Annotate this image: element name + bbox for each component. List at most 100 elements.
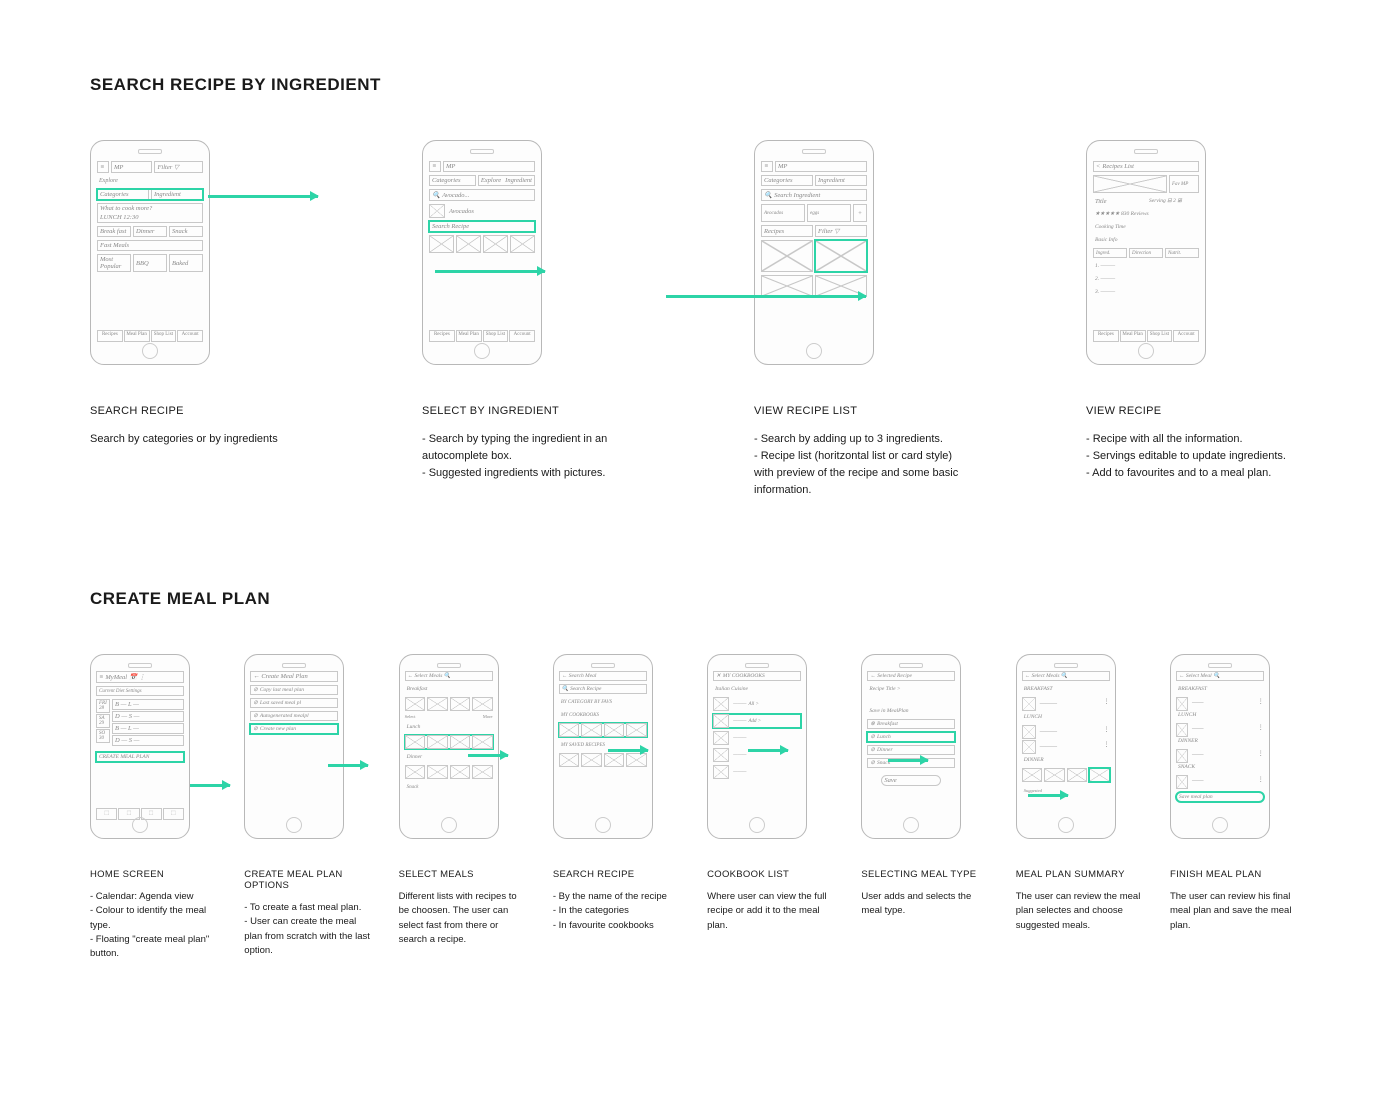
nav-shoplist: Shop List [151, 330, 177, 342]
thumb [1044, 768, 1065, 782]
bottom-nav: Recipes Meal Plan Shop List Account [429, 330, 535, 342]
phone-mockup: ← Select Meals 🔍 BREAKFAST ———⋮ LUNCH ——… [1016, 654, 1116, 839]
filter-label: Filter ▽ [154, 161, 203, 173]
thumb [626, 723, 647, 737]
explore-label: Explore [97, 176, 203, 186]
caption-title: MEAL PLAN SUMMARY [1016, 869, 1146, 880]
thumb [604, 753, 625, 767]
step-create-options: ← Create Meal Plan ⊘ Copy last meal plan… [244, 654, 384, 958]
agenda-row: B — L — [112, 723, 184, 734]
thumb [1176, 723, 1188, 737]
thumb [1022, 740, 1036, 754]
flow-arrow [666, 295, 866, 298]
caption: SEARCH RECIPE - By the name of the recip… [553, 869, 667, 933]
meal-label: SNACK [1176, 762, 1264, 772]
caption-body: - Search by adding up to 3 ingredients.-… [754, 431, 964, 499]
header: ← Create Meal Plan [250, 671, 338, 682]
thumb [450, 735, 471, 749]
nav-mealplan: Meal Plan [456, 330, 482, 342]
thumb [1022, 725, 1036, 739]
snack-chip: Snack [169, 226, 203, 237]
line: —— [1190, 723, 1256, 733]
ingredient-tab: Ingredient [815, 175, 867, 186]
header: ≡ MyMeal 📅 ⋮ [96, 671, 184, 683]
explore-ingredients: ExploreIngredient [478, 175, 535, 186]
section-create-meal-plan: CREATE MEAL PLAN ≡ MyMeal 📅 ⋮ Current Di… [90, 589, 1310, 961]
more-icon: ⋮ [1103, 725, 1110, 737]
what-cook-text: What to cook more? [100, 205, 152, 212]
step-home: ≡ MyMeal 📅 ⋮ Current Diet Settings FRI 2… [90, 654, 230, 961]
thumb [472, 697, 493, 711]
phone-mockup: ≡ MP Filter ▽ Explore Categories Ingredi… [90, 140, 210, 365]
line: —— [1190, 749, 1256, 759]
mealtype-option: ⊘ Dinner [867, 745, 955, 755]
day: SO 30 [96, 729, 110, 743]
nav-recipes: Recipes [1093, 330, 1119, 342]
search-input: 🔍 Avocado... [429, 189, 535, 201]
step-cookbook-list: ✕ MY COOKBOOKS Italian Cuisine ——— All >… [707, 654, 847, 933]
header: ← Select Meals 🔍 [1022, 671, 1110, 681]
save-mealplan-btn: Save meal plan [1176, 792, 1264, 802]
group-label: MY COOKBOOKS [559, 710, 647, 720]
more-icon: ⋮ [1103, 740, 1110, 752]
agenda-row: D — S — [112, 735, 184, 746]
flow-arrow [190, 784, 230, 787]
app-title: MP [775, 161, 867, 172]
caption-title: SEARCH RECIPE [90, 405, 278, 417]
nav-account: Account [509, 330, 535, 342]
menu-icon: ≡ [429, 161, 441, 172]
nav-account: Account [1173, 330, 1199, 342]
phone-mockup: ≡ MP Categories Ingredient 🔍 Search Ingr… [754, 140, 874, 365]
list-item: 3. ——— [1093, 287, 1199, 297]
caption: VIEW RECIPE - Recipe with all the inform… [1086, 405, 1286, 482]
section-title: CREATE MEAL PLAN [90, 589, 1310, 609]
bottom-nav: ⬚⬚⬚⬚ [96, 808, 184, 820]
list-item: 1. ——— [1093, 261, 1199, 271]
thumb [483, 235, 508, 253]
caption-body: - Calendar: Agenda view- Colour to ident… [90, 890, 220, 961]
caption: VIEW RECIPE LIST - Search by adding up t… [754, 405, 964, 499]
list-item: ——— Add > [731, 714, 801, 728]
tab-ingred: Ingred. [1093, 248, 1127, 258]
list-item: ——— All > [731, 697, 801, 711]
caption-body: Search by categories or by ingredients [90, 431, 278, 448]
caption-title: HOME SCREEN [90, 869, 220, 880]
phone-mockup: ← Create Meal Plan ⊘ Copy last meal plan… [244, 654, 344, 839]
thumb [510, 235, 535, 253]
cuisine-label: Italian Cuisine [713, 684, 801, 694]
thumb [1022, 768, 1043, 782]
thumb [559, 753, 580, 767]
line: ——— [1038, 740, 1102, 752]
thumb [427, 765, 448, 779]
step-search-recipe-2: ← Search Meal 🔍 Search Recipe BY CATEGOR… [553, 654, 693, 933]
meal-label: DINNER [1176, 736, 1264, 746]
app-title: MP [111, 161, 152, 173]
menu-icon: ≡ [97, 161, 109, 173]
phone-mockup: ← Select Meals 🔍 Breakfast SelectMore Lu… [399, 654, 499, 839]
thumb [581, 723, 602, 737]
reviews: ★★★★★ 830 Reviews [1093, 209, 1199, 219]
bottom-nav: Recipes Meal Plan Shop List Account [1093, 330, 1199, 342]
meal-label: DINNER [1022, 755, 1110, 765]
section-title: SEARCH RECIPE BY INGREDIENT [90, 75, 1310, 95]
step-select-meals: ← Select Meals 🔍 Breakfast SelectMore Lu… [399, 654, 539, 947]
option: ⊘ Last saved meal pl [250, 698, 338, 708]
option-selected: ⊘ Create new plan [250, 724, 338, 734]
section-search-recipe: SEARCH RECIPE BY INGREDIENT ≡ MP Filter … [90, 75, 1310, 499]
caption: MEAL PLAN SUMMARY The user can review th… [1016, 869, 1146, 933]
nav-item: ⬚ [163, 808, 184, 820]
header: ← Select Meals 🔍 [405, 671, 493, 681]
flow-arrow [888, 759, 928, 762]
thumb [450, 765, 471, 779]
thumb [559, 723, 580, 737]
meal-label: Lunch [405, 722, 493, 732]
thumb [1067, 768, 1088, 782]
caption-title: COOKBOOK LIST [707, 869, 837, 880]
caption: SELECTING MEAL TYPE User adds and select… [861, 869, 991, 919]
save-in-label: Save in MealPlan [867, 706, 955, 716]
caption-body: Different lists with recipes to be choos… [399, 890, 529, 947]
nav-account: Account [177, 330, 203, 342]
thumb [1176, 749, 1188, 763]
serving-control: Serving ⊟ 2 ⊞ [1147, 196, 1199, 206]
hint: Select [405, 714, 448, 719]
